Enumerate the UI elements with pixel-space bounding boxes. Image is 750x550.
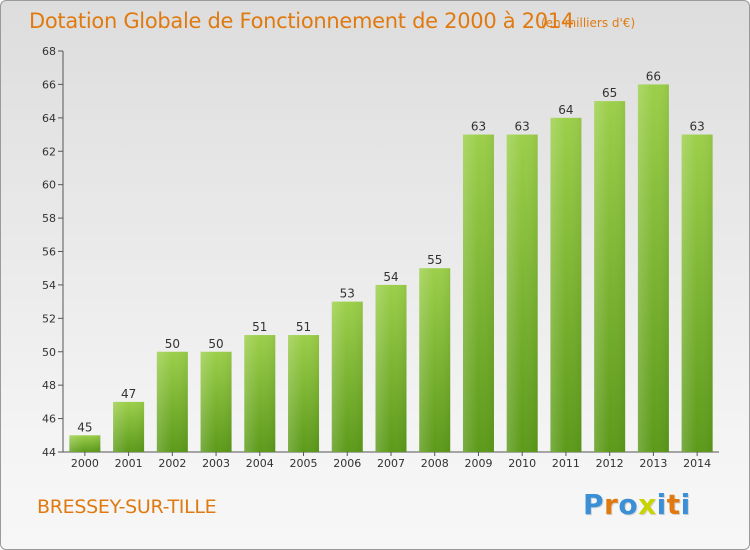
bar-shine-2006 xyxy=(331,301,363,452)
bar-shine-2013 xyxy=(637,84,669,453)
x-tick-label: 2004 xyxy=(246,457,274,470)
x-tick-label: 2006 xyxy=(333,457,361,470)
bar-shine-2010 xyxy=(506,134,538,452)
bar-value-label: 64 xyxy=(558,103,573,117)
commune-name: BRESSEY-SUR-TILLE xyxy=(37,496,217,518)
bars: 45 47 50 50 51 51 53 54 55 63 63 64 65 66 63 xyxy=(69,69,713,453)
bar-shine-2012 xyxy=(594,101,626,452)
y-axis: 44 46 48 50 52 54 56 58 60 62 64 66 68 xyxy=(42,45,64,459)
bar-shine-2008 xyxy=(419,268,451,452)
y-tick-label: 66 xyxy=(42,78,56,91)
x-tick-label: 2009 xyxy=(464,457,492,470)
x-tick-label: 2010 xyxy=(508,457,536,470)
y-tick-label: 68 xyxy=(42,45,56,58)
brand-letter: r xyxy=(604,488,619,521)
x-tick-label: 2001 xyxy=(115,457,143,470)
brand-letter: i xyxy=(680,488,691,521)
x-tick-label: 2000 xyxy=(71,457,99,470)
x-tick-label: 2008 xyxy=(421,457,449,470)
x-tick-label: 2014 xyxy=(683,457,711,470)
bar-value-label: 53 xyxy=(340,287,355,301)
bar-value-label: 63 xyxy=(515,120,530,134)
x-tick-label: 2011 xyxy=(552,457,580,470)
bar-value-label: 50 xyxy=(165,337,180,351)
bar-shine-2009 xyxy=(462,134,494,452)
chart-title: Dotation Globale de Fonctionnement de 20… xyxy=(29,9,574,33)
brand-letter: i xyxy=(656,488,667,521)
bar-value-label: 51 xyxy=(252,320,267,334)
bar-shine-2004 xyxy=(244,335,276,452)
brand-letter: t xyxy=(666,488,681,521)
bar-value-label: 66 xyxy=(646,69,661,83)
bar-value-label: 55 xyxy=(427,253,442,267)
chart-subtitle: (en milliers d'€) xyxy=(541,16,636,30)
x-tick-label: 2003 xyxy=(202,457,230,470)
y-tick-label: 56 xyxy=(42,246,56,259)
bar-value-label: 47 xyxy=(121,387,136,401)
x-tick-label: 2005 xyxy=(290,457,318,470)
x-tick-label: 2002 xyxy=(158,457,186,470)
y-tick-label: 60 xyxy=(42,179,56,192)
x-tick-label: 2007 xyxy=(377,457,405,470)
y-tick-label: 44 xyxy=(42,446,56,459)
y-tick-label: 64 xyxy=(42,112,56,125)
bar-value-label: 63 xyxy=(689,120,704,134)
x-tick-label: 2012 xyxy=(596,457,624,470)
y-tick-label: 46 xyxy=(42,413,56,426)
y-tick-label: 50 xyxy=(42,346,56,359)
bar-value-label: 65 xyxy=(602,86,617,100)
bar-value-label: 50 xyxy=(208,337,223,351)
bar-shine-2014 xyxy=(681,134,713,452)
bar-shine-2007 xyxy=(375,284,407,452)
brand-letter: P xyxy=(583,488,605,521)
bar-value-label: 54 xyxy=(383,270,398,284)
x-tick-label: 2013 xyxy=(639,457,667,470)
y-tick-label: 62 xyxy=(42,145,56,158)
y-tick-label: 54 xyxy=(42,279,56,292)
bar-value-label: 45 xyxy=(77,420,92,434)
y-tick-label: 48 xyxy=(42,379,56,392)
brand-letter: o xyxy=(618,488,639,521)
proxiti-logo: Proxiti xyxy=(583,488,691,521)
bar-shine-2011 xyxy=(550,117,582,452)
bar-value-label: 63 xyxy=(471,120,486,134)
bar-shine-2000 xyxy=(69,435,101,452)
bar-value-label: 51 xyxy=(296,320,311,334)
bar-shine-2003 xyxy=(200,351,232,452)
brand-letter: x xyxy=(638,488,657,521)
bar-shine-2002 xyxy=(156,351,188,452)
bar-shine-2005 xyxy=(288,335,320,452)
y-tick-label: 58 xyxy=(42,212,56,225)
bar-shine-2001 xyxy=(113,401,145,452)
x-axis: 2000 2001 2002 2003 2004 2005 2006 2007 2008 2009… xyxy=(63,451,719,470)
y-tick-label: 52 xyxy=(42,312,56,325)
